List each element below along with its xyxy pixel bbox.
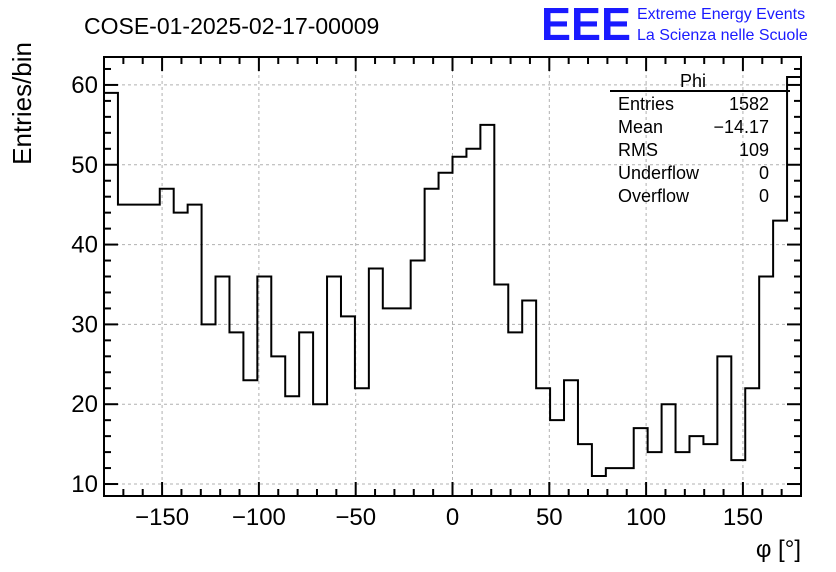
y-tick-label: 10 bbox=[71, 471, 98, 498]
stats-row-value: 0 bbox=[759, 186, 769, 206]
x-axis-label: φ [°] bbox=[756, 536, 801, 563]
grid-lines bbox=[104, 57, 801, 496]
stats-box-title: Phi bbox=[680, 71, 706, 91]
x-tick-label: −100 bbox=[232, 504, 286, 531]
y-tick-label: 40 bbox=[71, 232, 98, 259]
y-tick-label: 30 bbox=[71, 311, 98, 338]
eee-logo: EEE Extreme Energy Events La Scienza nel… bbox=[541, 0, 808, 50]
chart-title: COSE-01-2025-02-17-00009 bbox=[84, 13, 379, 39]
stats-row-value: −14.17 bbox=[713, 117, 769, 137]
stats-row-label: Overflow bbox=[618, 186, 690, 206]
stats-row-label: Mean bbox=[618, 117, 663, 137]
stats-row-value: 0 bbox=[759, 163, 769, 183]
x-axis-ticks bbox=[103, 57, 802, 496]
stats-row-label: RMS bbox=[618, 140, 658, 160]
y-tick-label: 60 bbox=[71, 72, 98, 99]
stats-row-value: 109 bbox=[739, 140, 769, 160]
stats-rows: Entries 1582 Mean −14.17 RMS 109 Underflow 0 Ove… bbox=[618, 94, 769, 206]
x-axis-tick-labels: −150 −100 −50 0 50 100 150 bbox=[135, 504, 763, 531]
stats-box: Phi Entries 1582 Mean −14.17 RMS 109 Underflow… bbox=[610, 71, 790, 206]
stats-row-value: 1582 bbox=[729, 94, 769, 114]
histogram-step-line bbox=[104, 75, 801, 478]
stats-row-label: Entries bbox=[618, 94, 674, 114]
y-axis-ticks bbox=[104, 67, 801, 486]
logo-mark: EEE bbox=[541, 0, 631, 50]
y-axis-label: Entries/bin bbox=[7, 42, 37, 165]
y-tick-label: 50 bbox=[71, 152, 98, 179]
x-tick-label: 0 bbox=[446, 504, 459, 531]
logo-line-1: Extreme Energy Events bbox=[637, 6, 805, 23]
stats-row-label: Underflow bbox=[618, 163, 700, 183]
x-tick-label: 100 bbox=[626, 504, 666, 531]
x-tick-label: −150 bbox=[135, 504, 189, 531]
x-tick-label: −50 bbox=[335, 504, 376, 531]
x-tick-label: 150 bbox=[723, 504, 763, 531]
y-axis-tick-labels: 10 20 30 40 50 60 bbox=[71, 72, 98, 498]
y-tick-label: 20 bbox=[71, 391, 98, 418]
logo-line-2: La Scienza nelle Scuole bbox=[637, 27, 808, 44]
x-tick-label: 50 bbox=[536, 504, 563, 531]
